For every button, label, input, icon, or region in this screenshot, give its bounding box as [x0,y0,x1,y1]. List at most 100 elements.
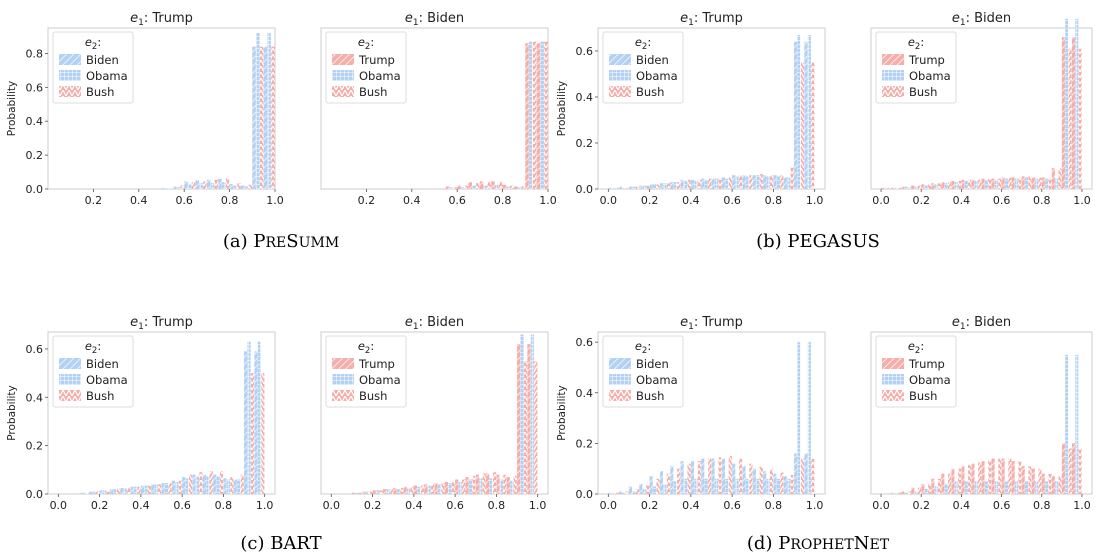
bar-obama [1075,18,1079,189]
legend: e2:Trump Obama Bush [325,335,407,408]
bar-obama [267,33,271,189]
bar-obama [884,187,888,189]
y-tick-label: 0.2 [26,149,44,162]
bar-bush [800,62,805,189]
y-tick-label: 0.6 [26,81,44,94]
bar-bush [615,187,619,189]
bar-obama [376,490,380,494]
bar-obama [82,492,86,494]
bar-biden [690,461,694,494]
bar-obama [704,179,708,189]
legend-entry-trump: Trump [908,53,945,67]
y-tick-label: 0.4 [26,391,44,404]
bar-biden [195,180,200,189]
bar-trump [424,484,428,494]
bar-obama [247,341,251,494]
y-axis-label: Probability [556,81,568,137]
bar-obama [1004,481,1008,494]
bar-biden [649,184,653,189]
bar-biden [206,179,211,189]
legend-title: e2: [635,339,651,356]
bar-bush [534,361,538,494]
bar-obama [642,488,646,494]
bar-obama [406,487,411,494]
bar-bush [441,483,445,494]
y-tick-label: 0.4 [576,387,594,400]
bar-bush [937,478,942,494]
legend-entry-biden: Biden [636,53,669,67]
bar-obama [1025,481,1029,494]
bar-bush [708,178,712,189]
bar-trump [351,492,356,494]
legend-title: e2: [635,35,651,52]
x-tick-label: 0.2 [91,499,109,512]
bar-bush [358,492,362,494]
bar-trump [931,478,935,494]
legend-title: e2: [85,339,101,356]
bar-trump [951,180,955,189]
bar-trump [434,483,438,494]
bar-trump [941,473,945,494]
panel-d-right: 0.0 0.2 0.4 0.6 0.8 1.0 e1: Biden e2:Trump Obama… [870,315,1093,512]
bar-bush [1008,458,1012,494]
bar-obama [1065,18,1069,189]
bar-trump [921,184,925,189]
bar-trump [911,487,915,494]
bar-obama [154,484,158,494]
bar-obama [506,186,510,189]
bar-bush [811,458,815,494]
legend-entry-trump: Trump [908,357,945,371]
x-tick-label: 0.0 [600,499,618,512]
legend-entry-biden: Biden [86,357,119,371]
bar-obama [776,478,780,494]
bar-bush [1058,168,1062,189]
x-tick-label: 1.0 [1073,194,1091,207]
bar-bush [988,178,992,189]
legend-swatch-obama [609,374,631,385]
bar-biden [89,491,93,494]
bar-bush [998,458,1002,494]
bar-bush [988,459,992,494]
bar-trump [891,492,895,494]
bar-bush [978,179,982,189]
bar-obama [489,478,493,494]
bar-biden [140,485,144,494]
bar-biden [244,351,248,494]
bar-trump [486,473,490,494]
bar-bush [453,187,457,189]
bar-biden [109,489,114,494]
legend-box [602,31,684,104]
x-tick-label: 0.8 [488,499,506,512]
bar-bush [968,179,972,189]
bar-bush [1038,177,1042,189]
bar-trump [981,178,985,189]
bar-trump [1021,176,1025,189]
bar-obama [725,478,729,494]
bar-trump [941,182,945,189]
x-tick-label: 0.8 [765,499,783,512]
bar-obama [673,481,677,494]
x-tick-label: 0.6 [993,194,1011,207]
x-tick-label: 0.6 [448,194,466,207]
bar-bush [948,182,952,189]
bar-biden [649,476,653,494]
x-tick-label: 1.0 [529,499,547,512]
bar-trump [1011,461,1015,494]
bar-obama [210,183,215,189]
bar-bush [158,484,162,494]
legend-swatch-bush [609,86,631,97]
bar-obama [725,178,729,189]
bar-bush [410,486,414,494]
panel-d-left: 0.0 0.2 0.4 0.6 0.8 1.0 0.0 0.2 0.4 0.6 Probabilit… [556,315,826,512]
y-tick-label: 0.0 [576,488,594,501]
x-tick-label: 0.6 [173,499,191,512]
bar-biden [628,486,633,494]
x-tick-label: 0.8 [765,194,783,207]
bar-bush [917,185,921,189]
bar-bush [85,492,89,494]
bar-biden [670,182,674,189]
bar-bush [927,184,931,189]
bar-trump [517,344,521,494]
bar-trump [413,485,417,494]
